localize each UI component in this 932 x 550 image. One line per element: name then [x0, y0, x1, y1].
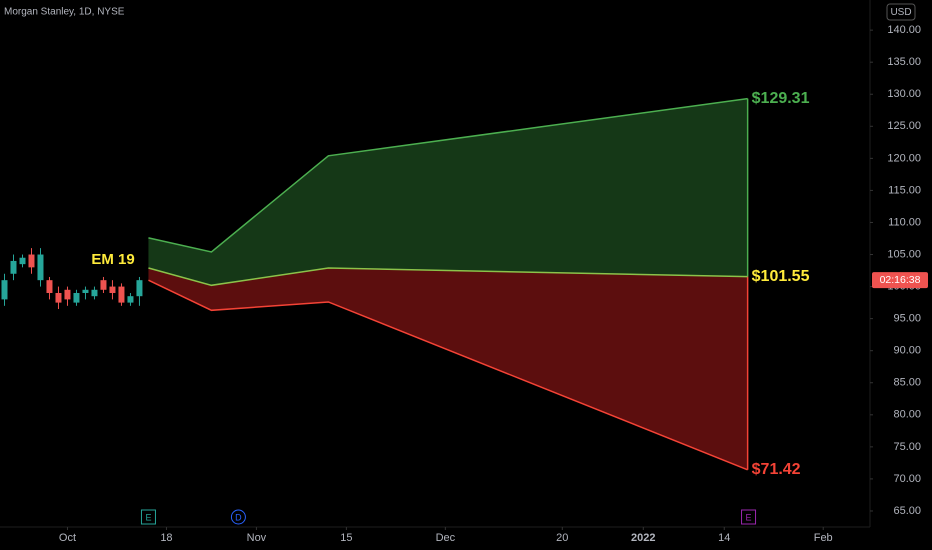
- y-tick-label: 70.00: [893, 473, 921, 485]
- band-end-label: $101.55: [752, 268, 810, 285]
- y-tick-label: 105.00: [887, 248, 921, 260]
- y-tick-label: 140.00: [887, 24, 921, 36]
- x-tick-label: 20: [556, 532, 568, 544]
- y-tick-label: 125.00: [887, 120, 921, 132]
- y-tick-label: 75.00: [893, 441, 921, 453]
- candle-body: [37, 254, 44, 281]
- y-tick-label: 115.00: [888, 184, 921, 196]
- x-tick-label: Nov: [247, 532, 267, 544]
- currency[interactable]: USD: [890, 7, 911, 18]
- candle-body: [28, 254, 35, 268]
- event-marker[interactable]: [230, 509, 246, 525]
- x-tick-label: 14: [718, 532, 730, 544]
- y-tick-label: 120.00: [887, 152, 921, 164]
- y-tick-label: 130.00: [887, 88, 921, 100]
- event-label: E: [145, 512, 151, 522]
- candle-body: [118, 286, 125, 303]
- currency-box[interactable]: [886, 3, 916, 21]
- y-tick-label: 65.00: [893, 505, 921, 517]
- event-marker[interactable]: [140, 509, 156, 525]
- x-tick-label: 2022: [631, 532, 655, 544]
- upper-band-fill: [148, 98, 748, 286]
- candle-body: [46, 280, 53, 293]
- annotation: EM 19: [91, 251, 134, 268]
- candle-body: [127, 296, 134, 303]
- event-marker[interactable]: [741, 509, 757, 525]
- y-tick-label: 135.00: [887, 56, 921, 68]
- band-end-label: $71.42: [752, 461, 801, 478]
- event-label: D: [235, 512, 242, 522]
- candle-body: [64, 289, 71, 300]
- event-label: E: [746, 512, 752, 522]
- y-tick-label: 110.00: [888, 216, 921, 228]
- candle-body: [19, 257, 26, 265]
- countdown-tag: [872, 272, 928, 289]
- candle-body: [55, 292, 62, 303]
- x-tick-label: Dec: [436, 532, 456, 544]
- band-line: [148, 279, 748, 471]
- candle-body: [136, 280, 143, 297]
- candle-body: [82, 289, 89, 293]
- chart-title: Morgan Stanley, 1D, NYSE: [4, 7, 125, 18]
- y-tick-label: 80.00: [893, 409, 921, 421]
- y-tick-label: 85.00: [893, 377, 921, 389]
- candle-body: [10, 260, 17, 274]
- y-tick-label: 90.00: [893, 345, 921, 357]
- candle-body: [91, 289, 98, 297]
- x-tick-label: Oct: [59, 532, 76, 544]
- y-tick-label: 95.00: [893, 313, 921, 325]
- candle-body: [109, 286, 116, 293]
- candle-body: [100, 280, 107, 290]
- candle-body: [73, 292, 80, 303]
- band-line: [148, 97, 748, 253]
- x-tick-label: 15: [340, 532, 352, 544]
- x-tick-label: Feb: [814, 532, 833, 544]
- x-tick-label: 18: [160, 532, 172, 544]
- countdown: 02:16:38: [880, 274, 921, 286]
- lower-band-fill: [148, 267, 748, 470]
- candle-body: [1, 280, 8, 300]
- band-end-label: $129.31: [752, 90, 810, 107]
- band-line: [148, 267, 748, 287]
